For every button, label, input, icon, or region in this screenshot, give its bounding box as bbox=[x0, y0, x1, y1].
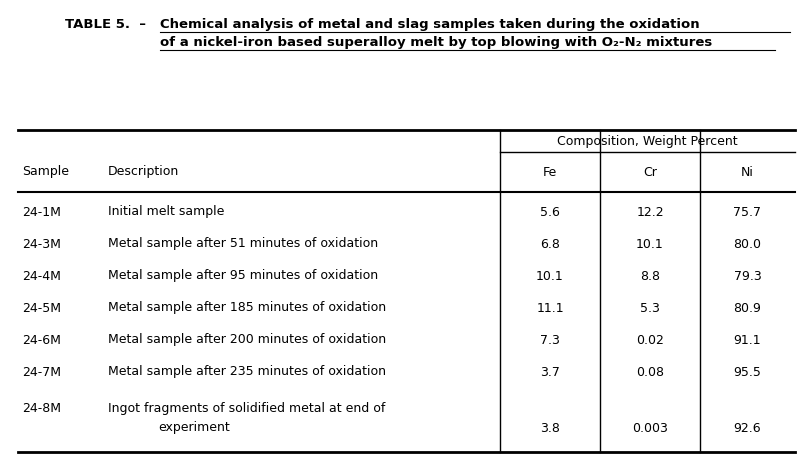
Text: 24-5M: 24-5M bbox=[22, 301, 61, 314]
Text: 80.0: 80.0 bbox=[734, 238, 762, 250]
Text: 24-4M: 24-4M bbox=[22, 269, 61, 282]
Text: 6.8: 6.8 bbox=[540, 238, 560, 250]
Text: Composition, Weight Percent: Composition, Weight Percent bbox=[557, 134, 738, 148]
Text: 3.7: 3.7 bbox=[540, 365, 560, 378]
Text: Cr: Cr bbox=[643, 165, 657, 179]
Text: 0.02: 0.02 bbox=[636, 333, 664, 346]
Text: Metal sample after 95 minutes of oxidation: Metal sample after 95 minutes of oxidati… bbox=[108, 269, 378, 282]
Text: 0.08: 0.08 bbox=[636, 365, 664, 378]
Text: 95.5: 95.5 bbox=[734, 365, 762, 378]
Text: 80.9: 80.9 bbox=[734, 301, 762, 314]
Text: Ni: Ni bbox=[741, 165, 754, 179]
Text: 11.1: 11.1 bbox=[536, 301, 564, 314]
Text: experiment: experiment bbox=[158, 421, 230, 434]
Text: 8.8: 8.8 bbox=[640, 269, 660, 282]
Text: 24-7M: 24-7M bbox=[22, 365, 61, 378]
Text: 5.6: 5.6 bbox=[540, 206, 560, 219]
Text: Metal sample after 185 minutes of oxidation: Metal sample after 185 minutes of oxidat… bbox=[108, 301, 386, 314]
Text: 3.8: 3.8 bbox=[540, 421, 560, 434]
Text: 24-6M: 24-6M bbox=[22, 333, 61, 346]
Text: 7.3: 7.3 bbox=[540, 333, 560, 346]
Text: 10.1: 10.1 bbox=[536, 269, 564, 282]
Text: Chemical analysis of metal and slag samples taken during the oxidation: Chemical analysis of metal and slag samp… bbox=[160, 18, 700, 31]
Text: 24-1M: 24-1M bbox=[22, 206, 61, 219]
Text: Ingot fragments of solidified metal at end of: Ingot fragments of solidified metal at e… bbox=[108, 402, 386, 415]
Text: Description: Description bbox=[108, 165, 179, 179]
Text: Sample: Sample bbox=[22, 165, 69, 179]
Text: 10.1: 10.1 bbox=[636, 238, 664, 250]
Text: of a nickel-iron based superalloy melt by top blowing with O₂-N₂ mixtures: of a nickel-iron based superalloy melt b… bbox=[160, 36, 712, 49]
Text: 0.003: 0.003 bbox=[632, 421, 668, 434]
Text: 24-3M: 24-3M bbox=[22, 238, 61, 250]
Text: Initial melt sample: Initial melt sample bbox=[108, 206, 224, 219]
Text: TABLE 5.  –: TABLE 5. – bbox=[65, 18, 155, 31]
Text: Metal sample after 200 minutes of oxidation: Metal sample after 200 minutes of oxidat… bbox=[108, 333, 386, 346]
Text: Metal sample after 51 minutes of oxidation: Metal sample after 51 minutes of oxidati… bbox=[108, 238, 378, 250]
Text: 24-8M: 24-8M bbox=[22, 402, 61, 415]
Text: 12.2: 12.2 bbox=[636, 206, 664, 219]
Text: Fe: Fe bbox=[543, 165, 557, 179]
Text: 75.7: 75.7 bbox=[734, 206, 762, 219]
Text: 79.3: 79.3 bbox=[734, 269, 762, 282]
Text: Metal sample after 235 minutes of oxidation: Metal sample after 235 minutes of oxidat… bbox=[108, 365, 386, 378]
Text: 91.1: 91.1 bbox=[734, 333, 762, 346]
Text: 92.6: 92.6 bbox=[734, 421, 762, 434]
Text: 5.3: 5.3 bbox=[640, 301, 660, 314]
